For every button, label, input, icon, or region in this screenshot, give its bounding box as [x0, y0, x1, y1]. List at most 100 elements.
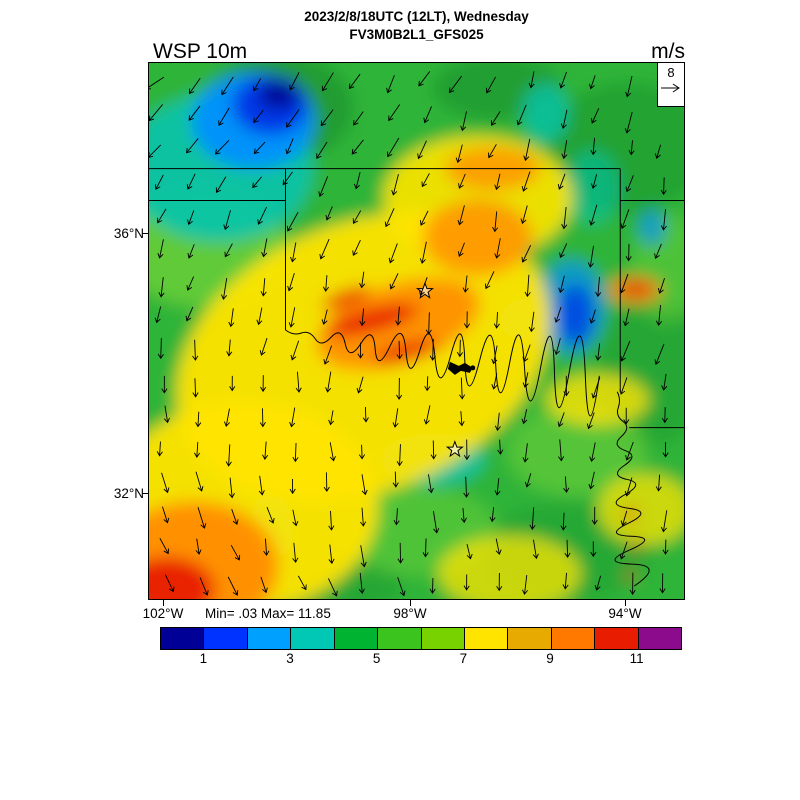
- wind-arrow: [253, 78, 262, 92]
- wind-arrow: [620, 209, 630, 230]
- wind-arrow: [397, 577, 406, 597]
- wind-arrow: [258, 475, 265, 496]
- reference-arrow-icon: [661, 83, 680, 93]
- units-label: m/s: [651, 40, 685, 63]
- wind-arrow: [359, 271, 366, 289]
- wind-arrow: [560, 512, 567, 531]
- colorbar-cell: [638, 628, 682, 649]
- plot-title: 2023/2/8/18UTC (12LT), Wednesday FV3M0B2…: [148, 8, 685, 43]
- wind-arrow: [329, 442, 336, 462]
- wind-arrow: [289, 479, 296, 495]
- wind-arrow: [199, 577, 209, 596]
- wind-arrow: [221, 76, 234, 96]
- wind-arrow: [625, 243, 632, 262]
- wind-arrow: [488, 144, 497, 159]
- wind-arrow: [362, 406, 369, 423]
- colorbar-tick-label: 5: [372, 651, 381, 666]
- wind-arrow: [558, 439, 565, 462]
- wind-arrow: [423, 405, 431, 425]
- wind-arrow: [494, 412, 501, 432]
- colorbar-cell: [378, 628, 422, 649]
- wind-arrow: [419, 241, 427, 264]
- wind-arrow: [460, 507, 467, 524]
- lon-tick-label-98w: 98°W: [393, 606, 427, 621]
- wind-arrow: [496, 572, 503, 592]
- wind-arrow: [462, 275, 469, 293]
- wind-arrow: [591, 377, 601, 399]
- wind-arrow: [591, 108, 600, 124]
- wind-arrow: [558, 275, 565, 294]
- lat-tick-mark: [142, 493, 148, 494]
- wind-arrow: [393, 508, 400, 526]
- colorbar-cell: [595, 628, 639, 649]
- wind-arrow: [259, 408, 266, 428]
- wind-arrow: [282, 171, 293, 186]
- wind-arrow: [397, 542, 404, 564]
- wind-arrow: [156, 441, 163, 457]
- wind-arrow: [624, 111, 633, 134]
- wind-arrow: [661, 407, 668, 424]
- colorbar-cell: [291, 628, 335, 649]
- wind-arrow: [155, 174, 164, 190]
- lon-tick-label-94w: 94°W: [608, 606, 642, 621]
- wind-vector-arrows: [149, 71, 669, 597]
- wind-arrow: [625, 441, 634, 461]
- wind-arrow: [225, 444, 232, 467]
- wind-arrow: [396, 340, 403, 360]
- wind-arrow: [253, 141, 266, 155]
- wind-arrow: [262, 441, 269, 460]
- wind-arrow: [589, 75, 596, 90]
- wind-arrow: [323, 345, 333, 365]
- wind-arrow: [620, 340, 631, 362]
- colorbar: [160, 627, 682, 650]
- wind-arrow: [463, 439, 470, 461]
- wind-arrow: [524, 473, 532, 488]
- wind-arrow: [389, 273, 399, 290]
- wind-arrow: [197, 507, 207, 529]
- wind-arrow: [321, 309, 328, 325]
- wind-arrow: [490, 111, 501, 126]
- wind-arrow: [586, 412, 595, 430]
- wind-arrow: [595, 276, 602, 298]
- wind-arrow: [554, 306, 562, 323]
- wind-arrow: [429, 578, 436, 594]
- wind-arrow: [419, 277, 428, 297]
- wind-arrow: [590, 137, 597, 156]
- wind-arrow: [321, 72, 334, 92]
- wind-arrow: [159, 538, 169, 555]
- wind-arrow: [589, 204, 598, 226]
- wind-arrow: [292, 542, 299, 564]
- wind-arrow: [655, 474, 662, 492]
- wind-arrow: [655, 304, 663, 326]
- colorbar-cell: [464, 628, 509, 649]
- wind-arrow: [528, 311, 535, 333]
- wind-arrow: [290, 242, 297, 263]
- wind-arrow: [395, 306, 402, 326]
- wind-arrow: [591, 506, 598, 526]
- lon-tick-mark: [625, 600, 626, 606]
- wind-arrow: [623, 407, 630, 425]
- wind-arrow: [424, 376, 431, 392]
- colorbar-cell: [551, 628, 596, 649]
- wind-arrow: [328, 578, 338, 597]
- wind-arrow: [659, 573, 666, 594]
- wind-arrow: [623, 308, 630, 327]
- wind-arrow: [561, 207, 568, 230]
- wind-arrow: [392, 471, 399, 488]
- wind-arrow: [563, 375, 570, 397]
- lat-tick-mark: [142, 233, 148, 234]
- wind-arrow: [457, 205, 465, 226]
- wind-arrow: [224, 408, 231, 427]
- lat-tick-label-36n: 36°N: [113, 226, 144, 241]
- wind-arrow: [149, 104, 163, 122]
- wind-arrow: [388, 104, 401, 122]
- wind-arrow: [494, 173, 501, 191]
- wind-arrow: [290, 340, 300, 361]
- wind-arrow: [356, 376, 364, 394]
- colorbar-tick-label: 9: [546, 651, 554, 666]
- wind-arrow: [292, 509, 299, 527]
- wind-arrow: [529, 507, 536, 531]
- colorbar-tick-label: 11: [629, 651, 644, 666]
- wind-arrow: [522, 443, 529, 463]
- wind-arrow: [628, 140, 635, 156]
